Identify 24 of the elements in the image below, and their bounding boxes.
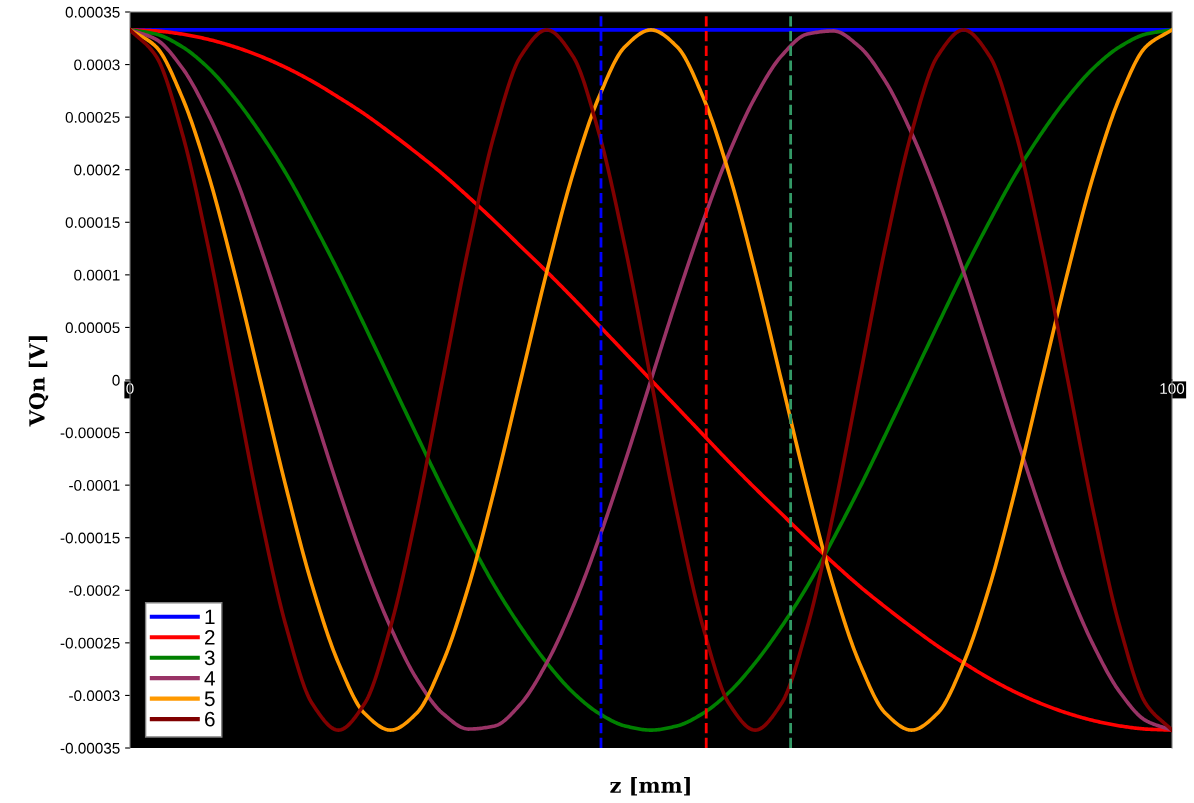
- legend-label: 3: [204, 650, 215, 666]
- legend-label: 1: [205, 609, 215, 625]
- y-tick-label: -0.00015: [60, 532, 120, 544]
- legend-label: 5: [204, 691, 215, 707]
- y-tick-label: -0.0002: [69, 585, 120, 596]
- y-tick-label: -0.00005: [60, 427, 120, 439]
- y-tick-label: 0.0002: [74, 164, 120, 176]
- y-tick-label: 0.00015: [65, 217, 120, 228]
- y-tick-label: -0.00025: [60, 637, 120, 649]
- y-tick-label: 0.00025: [65, 112, 120, 123]
- y-tick-label: 0.00005: [65, 322, 120, 334]
- legend-label: 2: [205, 629, 215, 645]
- y-tick-label: 0: [112, 374, 120, 386]
- x-tick-label: 100: [1160, 383, 1185, 394]
- legend-label: 6: [205, 711, 215, 727]
- y-tick-label: 0.0001: [74, 269, 120, 281]
- y-axis-title: VQn [V]: [28, 336, 49, 427]
- y-tick-label: -0.0001: [69, 480, 120, 491]
- legend-label: 4: [204, 671, 215, 686]
- y-tick-label: -0.00035: [60, 742, 120, 754]
- x-axis-title: z [mm]: [610, 776, 690, 796]
- y-tick-label: -0.0003: [69, 690, 120, 702]
- y-tick-label: 0.0003: [74, 59, 120, 71]
- y-tick-label: 0.00035: [65, 6, 120, 18]
